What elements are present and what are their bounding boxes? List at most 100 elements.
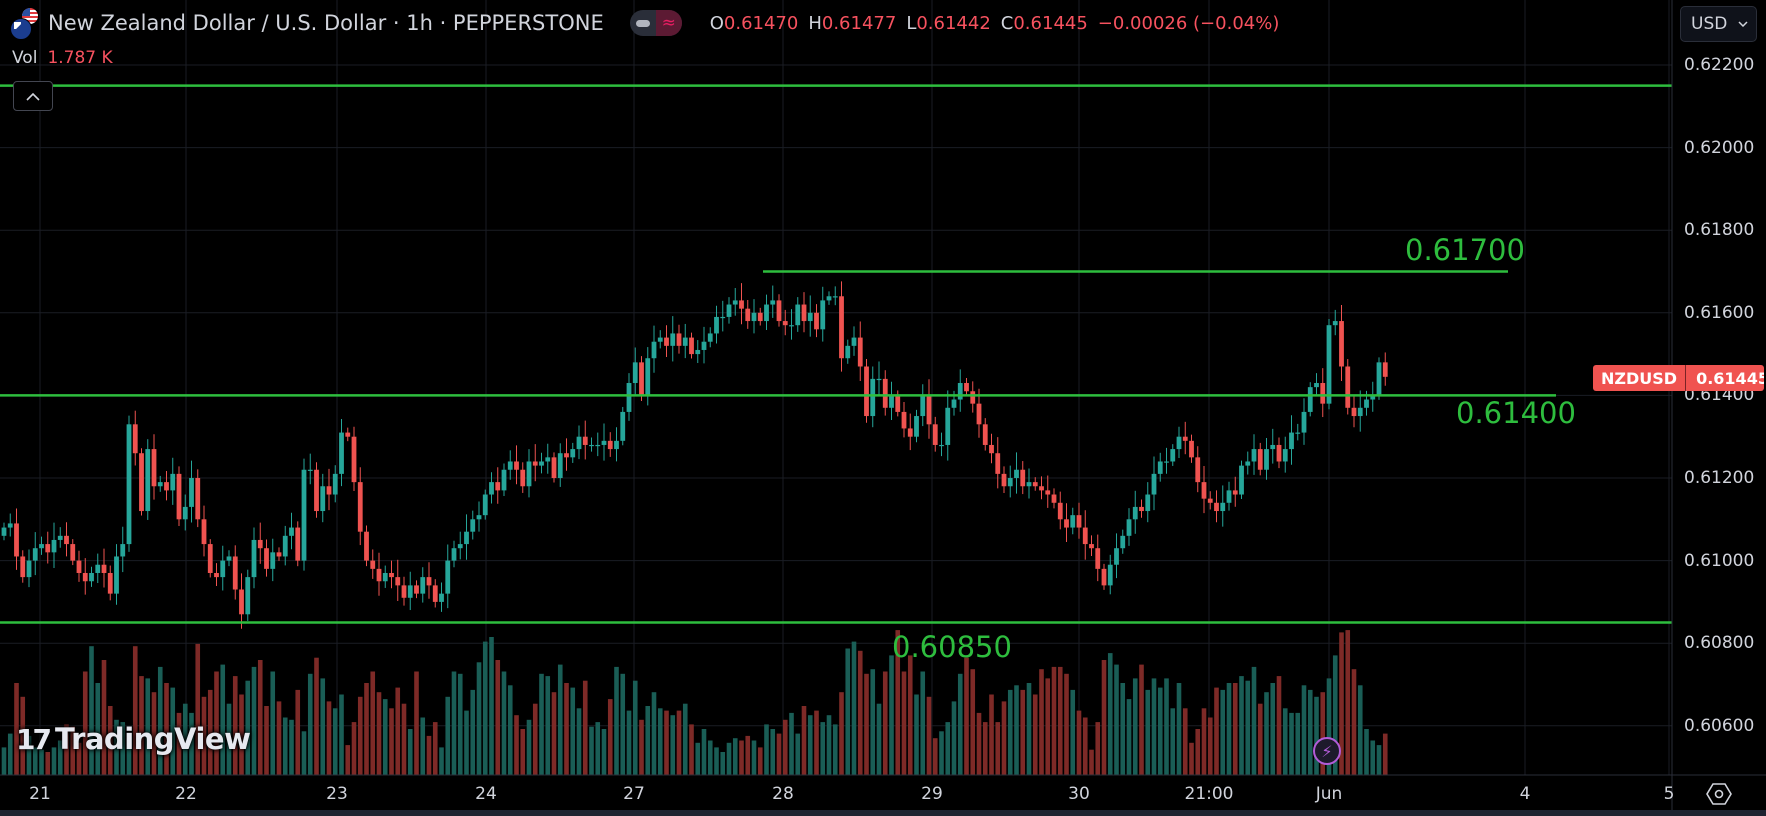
volume-bar [389, 708, 394, 775]
price-tag-symbol: NZDUSD [1593, 365, 1687, 391]
candle-body [1370, 395, 1376, 400]
candle-body [745, 308, 751, 322]
symbol-title[interactable]: New Zealand Dollar / U.S. Dollar · 1h · … [48, 11, 604, 35]
candle-body [226, 556, 232, 561]
volume-bar [826, 715, 832, 775]
legend-toggle[interactable]: ≈ [629, 10, 682, 36]
volume-bar [564, 683, 569, 775]
volume-bar [1151, 678, 1157, 775]
volume-bar [795, 733, 801, 775]
candle-body [1126, 519, 1132, 536]
volume-bar [807, 715, 813, 775]
volume-bar [651, 692, 657, 775]
tradingview-watermark[interactable]: 17 TradingView [16, 722, 251, 756]
chart-settings-button[interactable] [1704, 779, 1734, 809]
volume-bar [207, 689, 213, 775]
volume-bar [1076, 710, 1082, 775]
volume-bar [739, 740, 744, 775]
candle-body [989, 444, 994, 454]
candle-body [89, 572, 94, 582]
volume-bar [26, 735, 32, 775]
currency-value: USD [1691, 14, 1728, 34]
volume-bar [1301, 685, 1307, 775]
candle-body [51, 539, 57, 553]
volume-bar [539, 673, 544, 775]
collapse-legend-button[interactable] [13, 81, 53, 111]
volume-bar [182, 703, 188, 775]
volume-bar [557, 664, 563, 775]
candle-body [314, 469, 319, 512]
candle-body [801, 304, 807, 322]
time-axis-label: 23 [326, 784, 348, 804]
volume-bar [1014, 685, 1019, 775]
candle-body [339, 432, 344, 474]
volume-bar [39, 749, 44, 775]
volume-bar [932, 738, 938, 775]
open-key: O [709, 12, 724, 34]
volume-bar [7, 733, 13, 775]
lightning-icon[interactable]: ⚡ [1313, 737, 1341, 765]
candle-body [1295, 432, 1301, 434]
candle-body [1064, 519, 1069, 528]
level-price-label: 0.61400 [1456, 396, 1576, 431]
volume-bar [626, 710, 632, 775]
candle-body [701, 341, 707, 350]
volume-bar [1132, 678, 1138, 775]
volume-bar [789, 712, 794, 775]
volume-bar [582, 680, 588, 775]
volume-bar [1226, 683, 1232, 775]
price-change: −0.00026 (−0.04%) [1097, 12, 1280, 34]
candle-body [276, 552, 282, 557]
volume-bar [245, 680, 251, 775]
candle-body [107, 572, 113, 594]
currency-select[interactable]: USD [1680, 6, 1757, 42]
candle-body [132, 424, 138, 454]
volume-bar [51, 747, 57, 775]
candle-body [20, 556, 26, 578]
volume-bar [1051, 666, 1057, 775]
chevron-down-icon [1738, 21, 1748, 27]
volume-bar [364, 683, 369, 775]
volume-bar [595, 722, 601, 775]
candle-body [439, 593, 444, 602]
volume-bar [164, 683, 169, 775]
candle-body [657, 337, 663, 342]
volume-bar [464, 710, 469, 775]
candle-body [520, 469, 526, 487]
candle-body [1014, 469, 1019, 478]
candle-body [607, 440, 613, 450]
candle-body [476, 515, 482, 520]
volume-bar [920, 671, 926, 775]
time-axis-label: 29 [921, 784, 943, 804]
candle-body [239, 589, 244, 615]
wave-icon[interactable]: ≈ [655, 10, 682, 36]
volume-bar [726, 742, 732, 775]
candle-body [1001, 473, 1007, 487]
volume-bar [720, 752, 726, 775]
candle-body [982, 424, 988, 445]
volume-bar [270, 671, 276, 775]
candle-body [214, 572, 219, 578]
candle-body [1057, 502, 1063, 520]
volume-bar [601, 729, 607, 775]
candle-body [39, 544, 44, 549]
volume-bar [257, 660, 263, 775]
volume-label[interactable]: Vol [12, 48, 38, 68]
volume-bar [545, 676, 551, 775]
eye-toggle-icon[interactable] [630, 10, 656, 36]
volume-bar [526, 719, 532, 775]
volume-bar [870, 669, 876, 775]
candle-body [726, 304, 732, 317]
candle-body [995, 453, 1001, 474]
volume-bar [132, 646, 138, 775]
candle-body [157, 482, 163, 487]
candle-body [895, 395, 901, 412]
candle-body [170, 473, 176, 491]
volume-bar [1126, 699, 1132, 775]
candle-body [751, 312, 757, 322]
candle-body [1207, 498, 1213, 503]
candle-body [907, 428, 913, 437]
candle-body [364, 531, 369, 561]
volume-bar [1282, 708, 1288, 775]
